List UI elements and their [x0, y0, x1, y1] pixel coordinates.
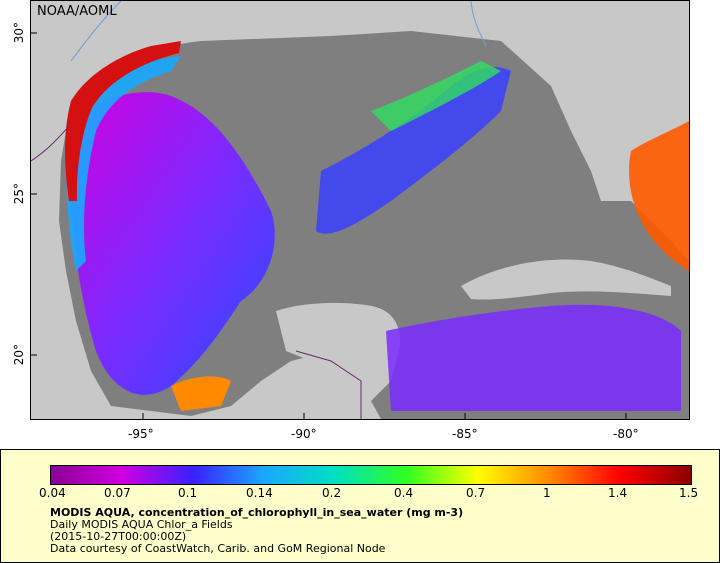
legend-title: MODIS AQUA, concentration_of_chlorophyll…	[50, 506, 464, 519]
legend-panel: 0.04 0.07 0.1 0.14 0.2 0.4 0.7 1 1.4 1.5…	[0, 449, 720, 563]
campeche-coastal-chl	[171, 376, 231, 411]
border-mexico-guatemala	[295, 350, 362, 419]
lon-label-80: -80°	[613, 427, 639, 441]
lat-label-20: 20°	[12, 344, 26, 366]
colorbar-label-2: 0.1	[178, 486, 198, 500]
lon-label-90: -90°	[291, 427, 317, 441]
river-texas	[70, 1, 122, 62]
colorbar-label-8: 1.4	[608, 486, 628, 500]
colorbar-label-5: 0.4	[394, 486, 414, 500]
colorbar-label-6: 0.7	[466, 486, 486, 500]
central-east-green-streaks	[371, 61, 501, 131]
colorbar	[50, 465, 692, 485]
colorbar-label-7: 1	[543, 486, 551, 500]
colorbar-label-4: 0.2	[322, 486, 342, 500]
map-frame: NOAA/AOML	[30, 0, 690, 420]
west-gulf-chl-field	[70, 92, 275, 395]
lat-label-25: 25°	[12, 183, 26, 205]
border-us-mexico	[31, 125, 70, 162]
lon-label-85: -85°	[452, 427, 478, 441]
west-coastal-high-chl	[65, 41, 181, 201]
lon-label-95: -95°	[128, 427, 154, 441]
colorbar-label-9: 1.5	[679, 486, 699, 500]
colorbar-label-3: 0.14	[246, 486, 273, 500]
cuba-land	[461, 259, 671, 300]
chlorophyll-map	[31, 1, 689, 419]
west-coastal-band	[66, 56, 181, 271]
lat-label-30: 30°	[12, 22, 26, 44]
legend-line-3: (2015-10-27T00:00:00Z)	[50, 530, 187, 543]
caribbean-chl-field	[386, 304, 681, 411]
legend-line-4: Data courtesy of CoastWatch, Carib. and …	[50, 542, 386, 555]
river-mississippi	[470, 1, 487, 47]
map-credit: NOAA/AOML	[37, 4, 117, 19]
legend-line-2: Daily MODIS AQUA Chlor_a Fields	[50, 518, 233, 531]
colorbar-label-1: 0.07	[104, 486, 131, 500]
florida-east-high-chl	[629, 121, 689, 271]
colorbar-label-0: 0.04	[39, 486, 66, 500]
central-east-chl-streaks	[316, 66, 511, 234]
yucatan-land	[276, 302, 401, 401]
